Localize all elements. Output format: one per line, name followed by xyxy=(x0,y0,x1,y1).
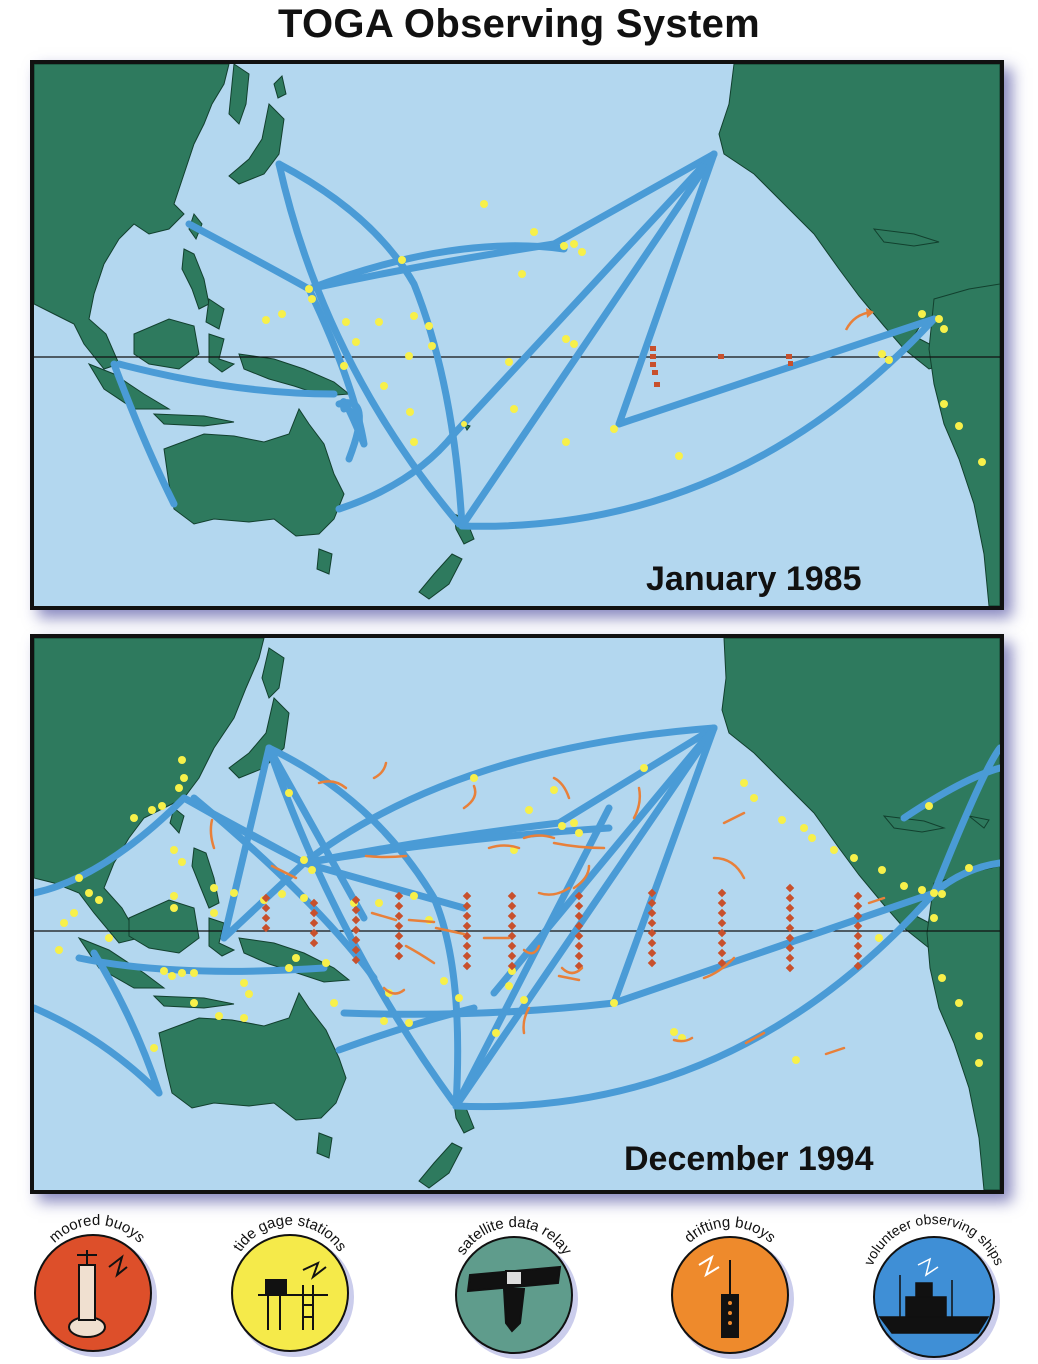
legend-moored-buoys: moored buoys xyxy=(27,1205,167,1360)
panel-label-1994: December 1994 xyxy=(624,1140,874,1178)
panel-label-1985: January 1985 xyxy=(646,560,862,598)
ship-icon: volunteer observing ships xyxy=(860,1211,1008,1360)
map-1985 xyxy=(34,64,1000,606)
drifting-buoy-icon: drifting buoys xyxy=(671,1214,794,1359)
legend-volunteer-ships: volunteer observing ships xyxy=(860,1205,1020,1360)
satellite-icon: satellite data relay xyxy=(453,1214,578,1359)
map-panel-1994: December 1994 xyxy=(30,634,1004,1194)
legend-satellite: satellite data relay xyxy=(440,1205,580,1360)
legend-drifting-buoys: drifting buoys xyxy=(664,1205,804,1360)
tide-gage-dots-1985 xyxy=(262,200,986,466)
moored-buoys-1985 xyxy=(650,346,793,387)
tide-gage-icon: tide gage stations xyxy=(230,1212,354,1357)
page-title: TOGA Observing System xyxy=(277,2,760,46)
drifter-arrows-1994 xyxy=(209,761,886,1056)
drifter-arrowhead xyxy=(866,308,874,318)
land-masses xyxy=(34,64,1000,606)
land-masses-1994 xyxy=(34,638,1000,1190)
moored-buoy-icon: moored buoys xyxy=(34,1212,157,1357)
map-panel-1985: January 1985 xyxy=(30,60,1004,610)
ship-tracks-1985 xyxy=(110,150,938,530)
map-1994 xyxy=(34,638,1000,1190)
legend-tide-gage: tide gage stations xyxy=(218,1205,358,1360)
